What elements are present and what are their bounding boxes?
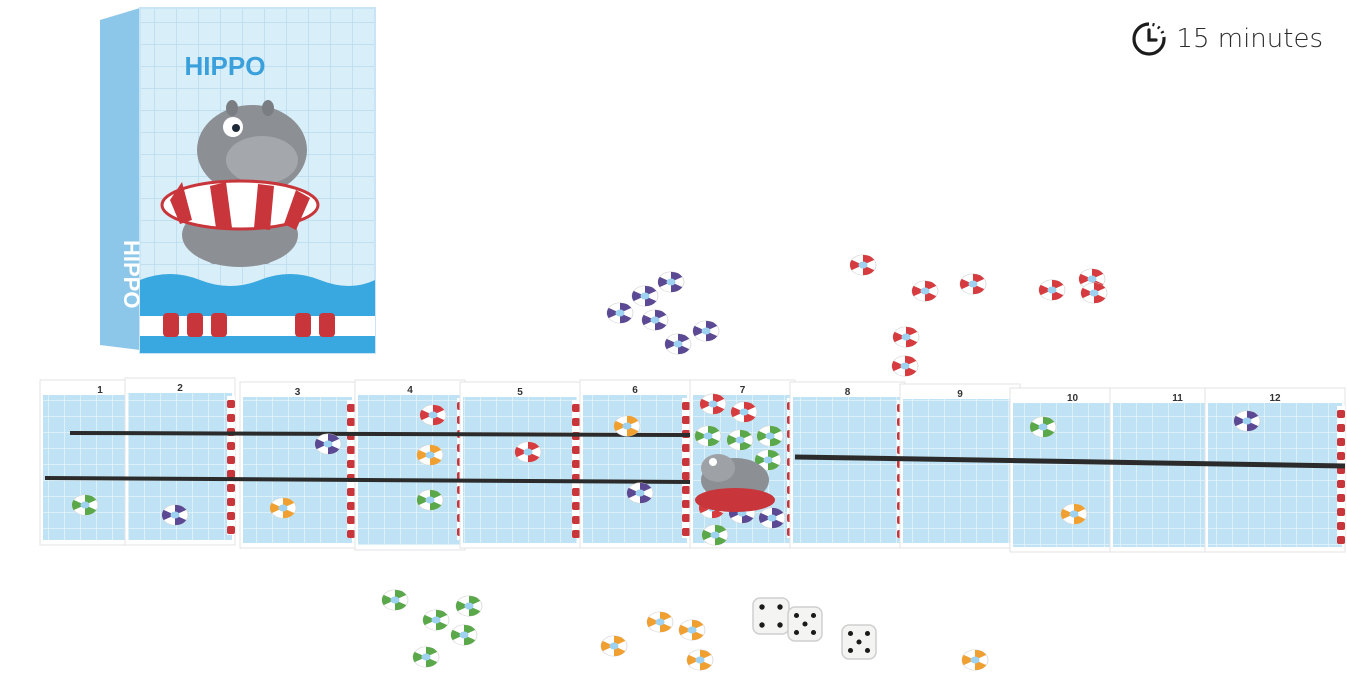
swim-ring-token <box>1080 282 1108 304</box>
play-time-text: 15 minutes <box>1176 24 1323 54</box>
swim-ring-token <box>514 441 542 463</box>
board-lane: 8 <box>789 381 906 549</box>
swim-ring-token <box>692 320 720 342</box>
swim-ring-token <box>959 273 987 295</box>
swim-ring-token <box>416 489 444 511</box>
swim-ring-token <box>455 595 483 617</box>
swim-ring-token <box>416 444 444 466</box>
swim-ring-token <box>412 646 440 668</box>
board-lane: 9 <box>899 383 1021 549</box>
swim-ring-token <box>961 649 989 671</box>
lane-number: 3 <box>295 387 301 398</box>
swim-ring-token <box>726 429 754 451</box>
clock-icon <box>1132 22 1167 56</box>
swim-ring-token <box>422 609 450 631</box>
swim-ring-token <box>269 497 297 519</box>
swim-ring-token <box>701 524 729 546</box>
lane-number: 9 <box>957 389 963 400</box>
swim-ring-token <box>641 309 669 331</box>
lane-number: 12 <box>1269 393 1281 404</box>
swim-ring-token <box>646 611 674 633</box>
swim-ring-token <box>849 254 877 276</box>
dice-group <box>752 597 877 660</box>
swim-ring-token <box>754 449 782 471</box>
board-lane: 6 <box>579 379 691 549</box>
swim-ring-token <box>631 285 659 307</box>
swim-ring-token <box>606 302 634 324</box>
die <box>752 597 790 635</box>
swim-ring-token <box>694 425 722 447</box>
swim-ring-token <box>756 425 784 447</box>
hippo-meeple <box>695 454 775 512</box>
swim-ring-token <box>314 433 342 455</box>
token-pile <box>71 254 1261 671</box>
swim-ring-token <box>664 333 692 355</box>
hippo-illustration <box>160 100 320 267</box>
swim-ring-token <box>657 271 685 293</box>
swim-ring-token <box>758 507 786 529</box>
swim-ring-token <box>626 482 654 504</box>
pool-board: 1 2 3 4 5 6 7 8 9 10 11 12 <box>39 377 1346 553</box>
box-side-title: HIPPO <box>119 240 144 308</box>
swim-ring-token <box>911 280 939 302</box>
swim-ring-token <box>892 326 920 348</box>
swim-ring-token <box>1029 416 1057 438</box>
swim-ring-token <box>891 355 919 377</box>
die <box>841 624 877 660</box>
lane-number: 4 <box>407 385 413 396</box>
swim-ring-token <box>699 393 727 415</box>
swim-ring-token <box>1233 410 1261 432</box>
board-lane: 4 <box>354 379 466 551</box>
board-lane: 12 <box>1204 387 1346 553</box>
lane-number: 7 <box>740 385 746 396</box>
swim-ring-token <box>381 589 409 611</box>
swim-ring-token <box>1038 279 1066 301</box>
swim-ring-token <box>450 624 478 646</box>
swim-ring-token <box>71 494 99 516</box>
lane-number: 11 <box>1172 393 1183 404</box>
swim-ring-token <box>678 619 706 641</box>
lane-number: 2 <box>177 383 183 394</box>
swim-ring-token <box>1060 503 1088 525</box>
die <box>787 606 823 642</box>
swim-ring-token <box>613 415 641 437</box>
lane-number: 1 <box>97 385 103 396</box>
lane-number: 5 <box>517 387 523 398</box>
box-title: HIPPO <box>185 51 266 81</box>
swim-ring-token <box>730 401 758 423</box>
lane-number: 6 <box>632 385 638 396</box>
swim-ring-token <box>686 649 714 671</box>
lane-number: 10 <box>1067 393 1079 404</box>
lane-number: 8 <box>845 387 851 398</box>
swim-ring-token <box>161 504 189 526</box>
swim-ring-token <box>419 404 447 426</box>
play-time-badge: 15 minutes <box>1130 20 1323 58</box>
game-box: HIPPO HIPPO <box>100 7 376 354</box>
board-lane: 3 <box>239 381 356 549</box>
board-lane: 5 <box>459 381 581 549</box>
swim-ring-token <box>600 635 628 657</box>
